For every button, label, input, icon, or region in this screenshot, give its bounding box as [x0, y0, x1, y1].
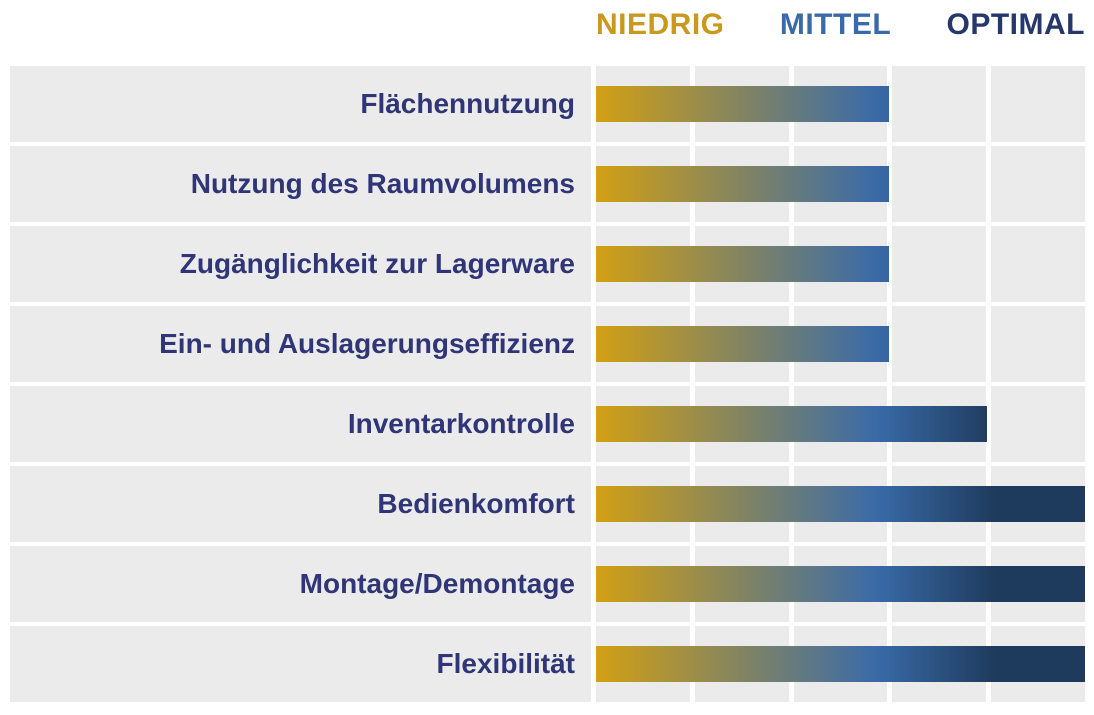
scale-label-optimal: OPTIMAL [946, 8, 1085, 41]
bar-track [596, 626, 1085, 702]
row-label: Inventarkontrolle [10, 386, 591, 462]
bar-track [596, 546, 1085, 622]
grid-cell [991, 146, 1085, 222]
chart-row: Flexibilität [10, 626, 1085, 702]
row-label: Montage/Demontage [10, 546, 591, 622]
chart-row: Montage/Demontage [10, 546, 1085, 622]
grid-cell [991, 226, 1085, 302]
rating-bar [596, 646, 1085, 682]
scale-header: NIEDRIG MITTEL OPTIMAL [596, 8, 1085, 58]
grid-cell [892, 66, 987, 142]
scale-label-niedrig: NIEDRIG [596, 8, 725, 41]
bar-track [596, 146, 1085, 222]
bar-track [596, 66, 1085, 142]
rating-bar [596, 486, 1085, 522]
bar-track [596, 466, 1085, 542]
chart-row: Inventarkontrolle [10, 386, 1085, 462]
row-label: Zugänglichkeit zur Lagerware [10, 226, 591, 302]
chart-row: Zugänglichkeit zur Lagerware [10, 226, 1085, 302]
rating-bar [596, 406, 988, 442]
bar-track [596, 386, 1085, 462]
rating-bar [596, 86, 890, 122]
grid-cell [892, 306, 987, 382]
scale-label-mittel: MITTEL [779, 8, 892, 41]
row-label: Flächennutzung [10, 66, 591, 142]
rating-bar [596, 566, 1085, 602]
row-label: Nutzung des Raumvolumens [10, 146, 591, 222]
chart-row: Flächennutzung [10, 66, 1085, 142]
row-label: Ein- und Auslagerungseffizienz [10, 306, 591, 382]
chart-row: Bedienkomfort [10, 466, 1085, 542]
chart-rows: Flächennutzung Nutzung des Raumvolumens [10, 66, 1085, 706]
bar-track [596, 226, 1085, 302]
row-label: Bedienkomfort [10, 466, 591, 542]
bar-track [596, 306, 1085, 382]
row-label: Flexibilität [10, 626, 591, 702]
rating-bar [596, 326, 890, 362]
rating-bar [596, 246, 890, 282]
grid-cell [892, 146, 987, 222]
chart-row: Ein- und Auslagerungseffizienz [10, 306, 1085, 382]
chart-row: Nutzung des Raumvolumens [10, 146, 1085, 222]
grid-cell [991, 66, 1085, 142]
grid-cell [991, 386, 1085, 462]
grid-cell [892, 226, 987, 302]
rating-bar [596, 166, 890, 202]
grid-cell [991, 306, 1085, 382]
